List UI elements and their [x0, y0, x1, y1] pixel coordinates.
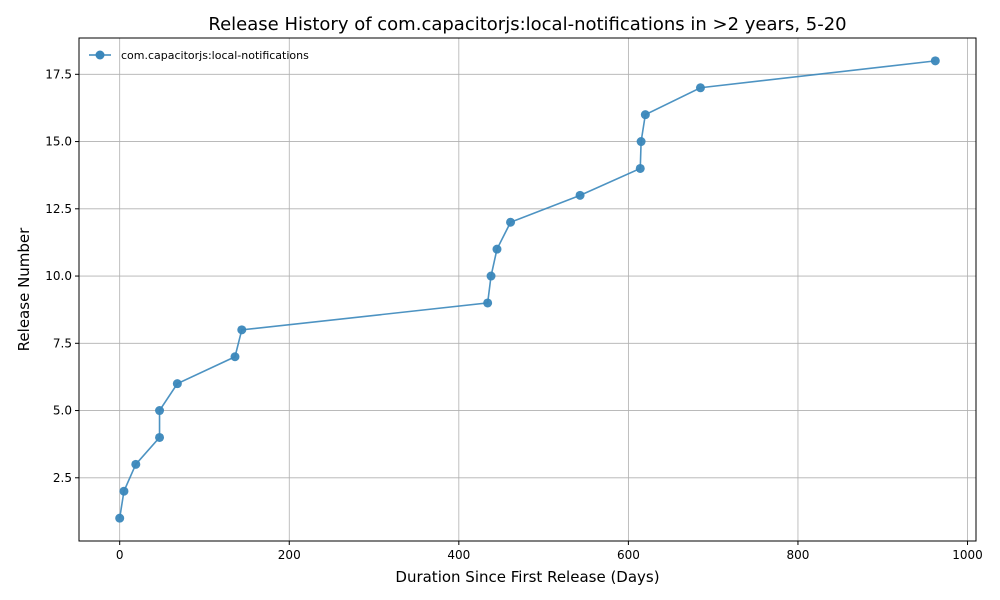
legend: com.capacitorjs:local-notifications — [89, 49, 309, 62]
x-tick-label: 800 — [787, 548, 810, 562]
y-tick-label: 10.0 — [45, 269, 72, 283]
data-point — [155, 433, 164, 442]
data-point — [115, 514, 124, 523]
x-tick-label: 400 — [447, 548, 470, 562]
data-point — [641, 110, 650, 119]
data-point — [155, 406, 164, 415]
chart-title: Release History of com.capacitorjs:local… — [208, 14, 846, 35]
data-point — [487, 272, 496, 281]
legend-label: com.capacitorjs:local-notifications — [121, 49, 309, 62]
data-point — [492, 245, 501, 254]
y-tick-label: 7.5 — [53, 336, 72, 350]
data-point — [483, 298, 492, 307]
data-point — [119, 487, 128, 496]
legend-marker — [96, 51, 105, 60]
data-point — [173, 379, 182, 388]
x-tick-label: 0 — [116, 548, 124, 562]
x-tick-label: 200 — [278, 548, 301, 562]
data-point — [931, 56, 940, 65]
data-point — [506, 218, 515, 227]
data-point — [576, 191, 585, 200]
y-axis-label: Release Number — [15, 227, 33, 351]
y-tick-label: 17.5 — [45, 67, 72, 81]
y-tick-label: 2.5 — [53, 471, 72, 485]
x-axis-label: Duration Since First Release (Days) — [395, 568, 659, 586]
data-point — [231, 352, 240, 361]
x-tick-label: 1000 — [952, 548, 983, 562]
y-tick-label: 12.5 — [45, 202, 72, 216]
data-point — [637, 137, 646, 146]
data-point — [237, 325, 246, 334]
y-tick-label: 15.0 — [45, 135, 72, 149]
data-point — [636, 164, 645, 173]
x-tick-label: 600 — [617, 548, 640, 562]
data-point — [696, 83, 705, 92]
y-tick-label: 5.0 — [53, 404, 72, 418]
data-point — [131, 460, 140, 469]
